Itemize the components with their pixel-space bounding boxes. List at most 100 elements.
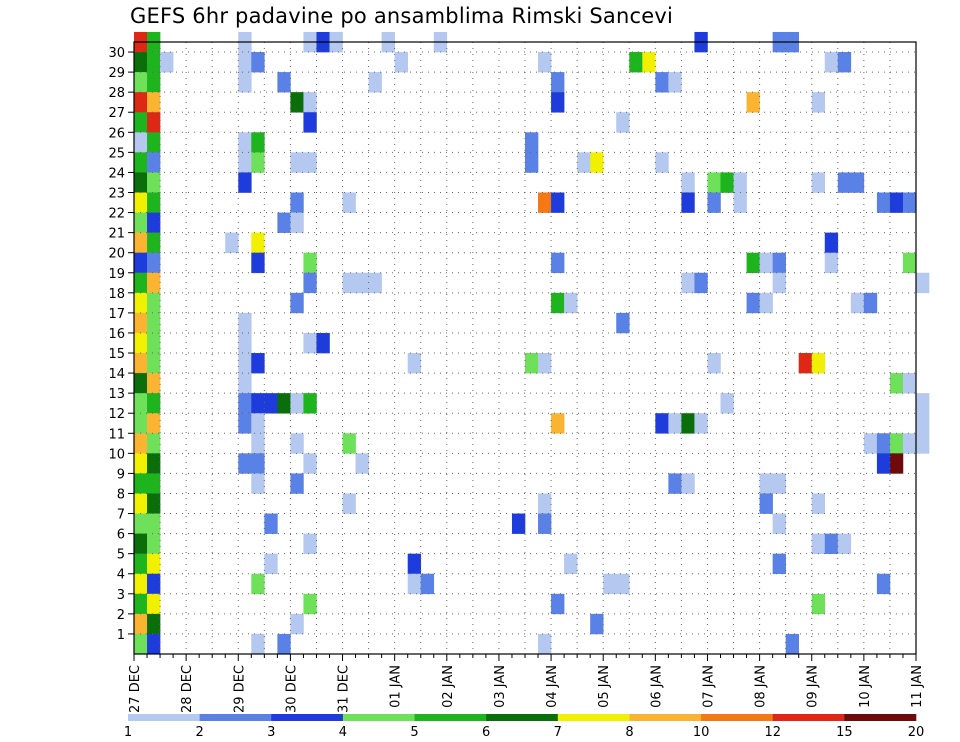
heatmap-cell xyxy=(538,493,552,514)
heatmap-cell xyxy=(616,312,630,334)
colorbar-segment xyxy=(128,714,200,721)
heatmap-cell xyxy=(772,513,786,534)
heatmap-cell xyxy=(134,72,148,93)
y-tick-label: 7 xyxy=(117,508,125,523)
heatmap-cell xyxy=(134,132,148,153)
heatmap-cell xyxy=(720,393,734,414)
colorbar-label: 12 xyxy=(764,725,781,740)
heatmap-cell xyxy=(590,613,604,635)
y-tick-label: 9 xyxy=(117,467,125,482)
heatmap-cell xyxy=(316,332,330,354)
heatmap-cell xyxy=(407,553,422,575)
heatmap-cell xyxy=(811,493,826,514)
heatmap-cell xyxy=(147,493,161,514)
heatmap-cell xyxy=(889,433,904,454)
heatmap-cell xyxy=(134,192,148,213)
heatmap-cell xyxy=(238,312,252,334)
heatmap-cell xyxy=(889,373,904,394)
heatmap-cell xyxy=(616,112,630,133)
colorbar-label: 4 xyxy=(339,725,347,740)
colorbar-segment xyxy=(342,714,415,721)
heatmap-cell xyxy=(655,72,669,93)
heatmap-cell xyxy=(772,553,786,575)
y-tick-label: 1 xyxy=(117,628,125,643)
x-tick-label: 28 DEC xyxy=(180,665,195,713)
heatmap-cell xyxy=(694,413,708,434)
colorbar-label: 2 xyxy=(195,725,203,740)
heatmap-cell xyxy=(303,393,317,414)
heatmap-cell xyxy=(147,132,161,153)
heatmap-cell xyxy=(147,453,161,474)
heatmap-cell xyxy=(303,533,317,554)
y-tick-label: 23 xyxy=(108,186,125,201)
heatmap-cell xyxy=(538,513,552,534)
heatmap-cell xyxy=(303,272,317,294)
y-tick-label: 17 xyxy=(108,307,125,322)
heatmap-cell xyxy=(134,353,148,374)
y-tick-label: 21 xyxy=(108,227,125,242)
heatmap-cell xyxy=(251,152,265,173)
heatmap-cell xyxy=(303,112,317,133)
heatmap-cell xyxy=(342,433,356,454)
heatmap-cell xyxy=(837,172,852,193)
x-tick-label: 03 JAN xyxy=(493,665,508,708)
x-tick-label: 07 JAN xyxy=(701,665,716,708)
heatmap-cell xyxy=(916,272,930,294)
y-tick-label: 8 xyxy=(117,487,125,502)
heatmap-cell xyxy=(811,172,826,193)
heatmap-cell xyxy=(616,573,630,595)
heatmap-cell xyxy=(303,252,317,274)
heatmap-cell xyxy=(746,292,760,314)
y-tick-label: 22 xyxy=(108,207,125,222)
heatmap-cell xyxy=(238,353,252,374)
heatmap-cell xyxy=(134,533,148,554)
heatmap-cell xyxy=(238,393,252,414)
heatmap-cell xyxy=(147,413,161,434)
heatmap-cell xyxy=(551,92,565,113)
heatmap-cell xyxy=(290,92,304,113)
plot-frame xyxy=(133,41,917,655)
colorbar-segment xyxy=(701,714,774,721)
colorbar-label: 10 xyxy=(693,725,710,740)
heatmap-cell xyxy=(134,112,148,133)
heatmap-cell xyxy=(824,232,839,253)
colorbar-label: 3 xyxy=(267,725,275,740)
x-tick-label: 30 DEC xyxy=(284,665,299,713)
y-tick-label: 5 xyxy=(117,548,125,563)
x-tick-label: 05 JAN xyxy=(597,665,612,708)
heatmap-cell xyxy=(251,633,265,655)
heatmap-cell xyxy=(837,52,852,73)
heatmap-cell xyxy=(759,292,773,314)
heatmap-cell xyxy=(238,332,252,354)
y-tick-label: 4 xyxy=(117,568,125,583)
heatmap-cell xyxy=(590,152,604,173)
heatmap-cell xyxy=(251,252,265,274)
heatmap-cell xyxy=(772,272,786,294)
colorbar-label: 20 xyxy=(908,725,925,740)
heatmap-cell xyxy=(238,152,252,173)
heatmap-cell xyxy=(798,353,813,374)
heatmap-cell xyxy=(407,353,422,374)
colorbar-segment xyxy=(199,714,272,721)
heatmap-cell xyxy=(134,172,148,193)
heatmap-cell xyxy=(147,573,161,595)
heatmap-cell xyxy=(251,353,265,374)
heatmap-cell xyxy=(147,533,161,554)
heatmap-cell xyxy=(824,52,839,73)
heatmap-cell xyxy=(655,413,669,434)
heatmap-cell xyxy=(355,272,369,294)
y-tick-label: 11 xyxy=(108,427,125,442)
y-tick-label: 20 xyxy=(108,247,125,262)
heatmap-cell xyxy=(916,393,930,414)
y-tick-label: 30 xyxy=(108,46,125,61)
heatmap-cell xyxy=(850,172,865,193)
heatmap-cell xyxy=(811,593,826,615)
heatmap-cell xyxy=(551,252,565,274)
x-tick-label: 29 DEC xyxy=(232,665,247,713)
heatmap-cell xyxy=(759,252,773,274)
heatmap-cell xyxy=(902,433,917,454)
heatmap-cell xyxy=(225,232,239,253)
heatmap-cell xyxy=(811,533,826,554)
heatmap-cell xyxy=(147,192,161,213)
